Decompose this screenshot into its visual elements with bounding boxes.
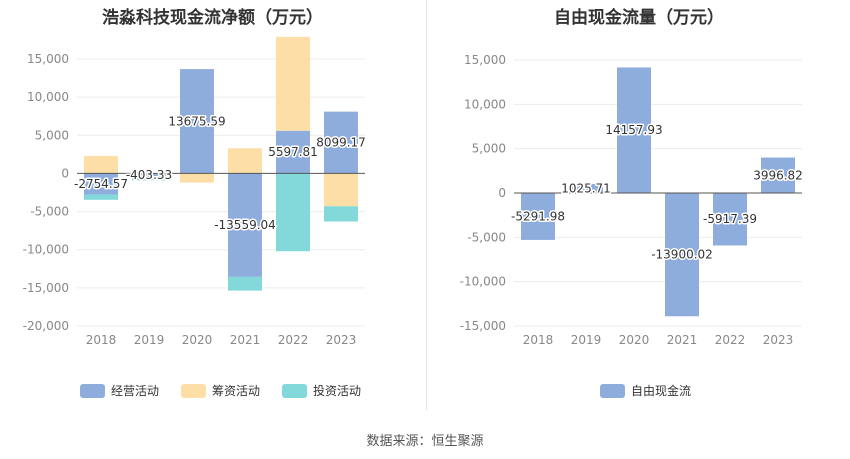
right-bar-自由现金流-2020 [617,67,651,193]
left-chart-title: 浩淼科技现金流净额（万元） [102,8,323,28]
right-ytick-label: -10,000 [460,275,506,289]
right-data-label-2023: 3996.82 [753,168,803,182]
right-xtick-label: 2018 [523,333,554,347]
right-bar-自由现金流-2022 [713,193,747,246]
right-bar-自由现金流-2018 [521,193,555,240]
right-legend-label: 自由现金流 [631,384,692,398]
left-legend-label: 经营活动 [111,384,160,398]
left-ytick-label: 10,000 [27,90,69,104]
right-data-label-2021: -13900.02 [651,248,713,262]
left-legend-swatch [181,383,207,398]
right-chart-panel: 自由现金流量（万元） -15,000 -10,000 -5,000 0 5,000 10,… [428,0,850,410]
right-data-label-2020: 14157.93 [605,123,662,137]
left-legend-item-筹资活动[interactable]: 筹资活动 [181,382,260,399]
left-xtick-label: 2022 [278,333,309,347]
right-xtick-label: 2023 [763,333,794,347]
left-bar-投资活动-2023 [324,206,358,222]
left-bar-筹资活动-2023 [324,173,358,207]
left-bar-经营活动-2018 [84,173,118,195]
left-ytick-label: 15,000 [27,52,69,66]
left-bar-筹资活动-2018 [84,155,118,174]
right-data-label-2022: -5917.39 [703,212,757,226]
right-bar-自由现金流-2019 [569,183,603,193]
right-ytick-label: -5,000 [467,230,506,244]
left-bar-经营活动-2020 [180,69,214,174]
left-ytick-label: -15,000 [23,281,69,295]
left-legend-item-投资活动[interactable]: 投资活动 [282,382,361,399]
left-xtick-label: 2019 [134,333,165,347]
right-legend-swatch [600,383,625,398]
right-chart-plot: -15,000 -10,000 -5,000 0 5,000 10,000 15,000 20… [460,53,805,347]
right-chart-title: 自由现金流量（万元） [554,8,724,28]
left-chart-panel: 浩淼科技现金流净额（万元） -20,000 -15,000 -10,000 -5,00… [0,0,425,410]
left-xtick-label: 2023 [326,333,357,347]
left-xtick-label: 2020 [182,333,213,347]
left-legend-label: 筹资活动 [212,384,261,398]
right-legend-item-自由现金流[interactable]: 自由现金流 [600,382,691,399]
panel-divider [426,0,427,410]
left-legend-swatch [80,383,105,398]
left-bar-筹资活动-2022 [276,36,310,131]
left-bar-经营活动-2019 [132,173,166,177]
left-bar-筹资活动-2020 [180,173,214,183]
left-bar-投资活动-2021 [228,276,262,291]
right-xtick-label: 2022 [715,333,746,347]
right-ytick-label: 5,000 [472,142,506,156]
right-xtick-label: 2019 [571,333,602,347]
right-data-label-2018: -5291.98 [511,209,565,223]
left-ytick-label: -5,000 [30,205,69,219]
left-ytick-label: 0 [61,166,69,180]
right-ytick-label: 15,000 [464,53,506,67]
right-ytick-label: 0 [498,186,506,200]
left-data-label-2018: -2754.57 [74,177,128,191]
left-ytick-label: -20,000 [23,319,69,333]
left-chart-plot: -20,000 -15,000 -10,000 -5,000 0 5,000 10,000 1… [23,36,367,347]
left-data-label-2023: 8099.17 [316,136,366,150]
left-xtick-label: 2021 [230,333,261,347]
right-data-label-2019: 1025.71 [561,181,611,195]
right-chart-legend: 自由现金流 [600,382,713,399]
left-legend-label: 投资活动 [313,384,362,398]
left-ytick-label: -10,000 [23,243,69,257]
left-legend-item-经营活动[interactable]: 经营活动 [80,382,159,399]
left-legend-swatch [282,383,308,398]
right-ytick-label: -15,000 [460,319,506,333]
left-data-label-2019: -403.33 [126,168,172,182]
left-bar-投资活动-2019 [132,176,166,181]
left-data-label-2020: 13675.59 [168,114,225,128]
right-bar-自由现金流-2023 [761,157,795,193]
left-xtick-label: 2018 [86,333,117,347]
left-bar-经营活动-2022 [276,130,310,174]
right-xtick-label: 2020 [619,333,650,347]
left-bar-投资活动-2018 [84,194,118,200]
left-chart-legend: 经营活动 筹资活动 投资活动 [80,382,383,399]
left-bar-经营活动-2021 [228,173,262,277]
left-data-label-2022: 5597.81 [268,145,318,159]
right-bar-自由现金流-2021 [665,193,699,317]
left-ytick-label: 5,000 [35,128,69,142]
left-data-label-2021: -13559.04 [214,218,276,232]
right-xtick-label: 2021 [667,333,698,347]
left-bar-经营活动-2023 [324,111,358,174]
data-source-note: 数据来源：恒生聚源 [366,434,484,449]
left-bar-筹资活动-2021 [228,148,262,174]
left-bar-投资活动-2022 [276,173,310,252]
right-ytick-label: 10,000 [464,97,506,111]
